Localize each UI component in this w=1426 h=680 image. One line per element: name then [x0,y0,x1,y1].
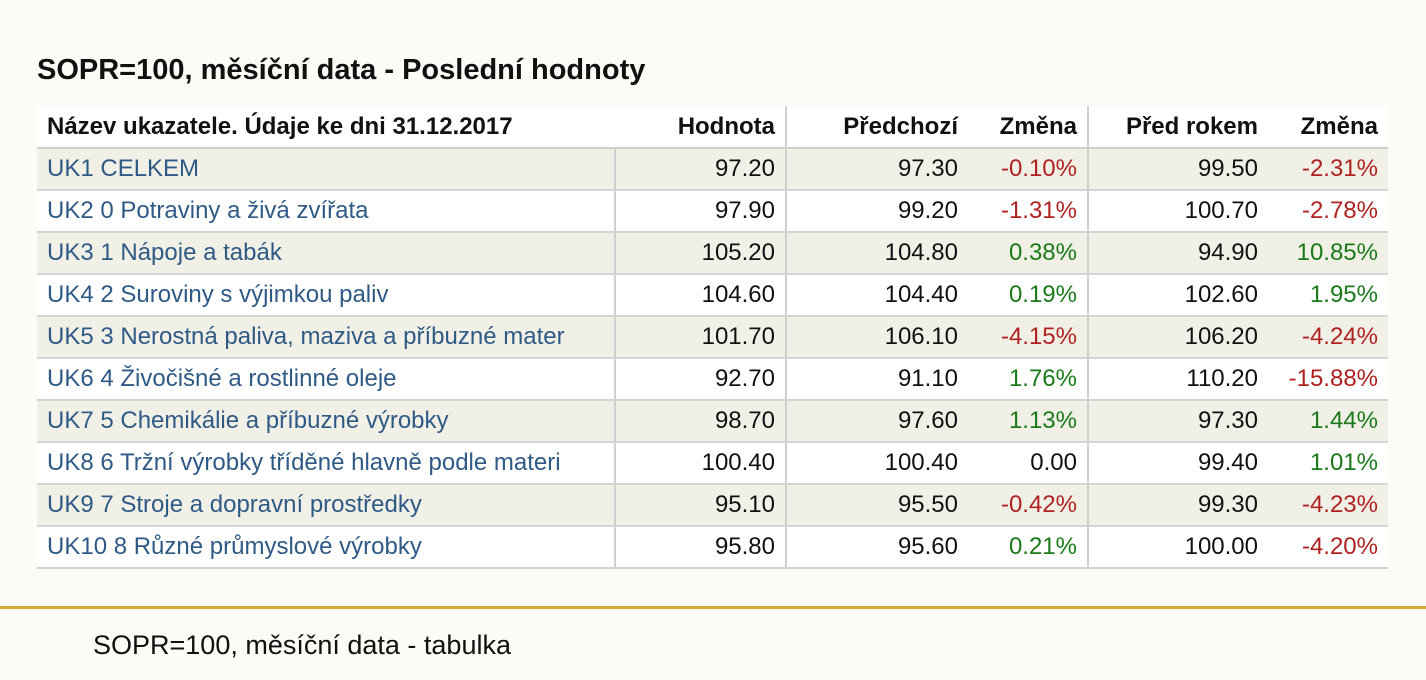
cell-previous: 104.40 [786,274,968,317]
cell-value: 98.70 [615,400,787,443]
indicator-link[interactable]: UK10 8 Různé průmyslové výrobky [47,533,422,560]
cell-indicator: UK1 CELKEM [37,148,616,191]
header-value: Hodnota [615,106,787,149]
indicator-table: Název ukazatele. Údaje ke dni 31.12.2017… [37,106,1388,569]
cell-change-year: -15.88% [1268,358,1388,401]
header-change-year: Změna [1268,106,1388,149]
cell-change: 0.19% [968,274,1089,317]
table-row: UK4 2 Suroviny s výjimkou paliv 104.60 104… [37,274,1388,317]
cell-change: -4.15% [968,316,1089,359]
cell-change: 0.00 [968,442,1089,485]
header-name: Název ukazatele. Údaje ke dni 31.12.2017 [37,106,615,149]
cell-previous: 100.40 [786,442,968,485]
cell-change-year: 10.85% [1268,232,1388,275]
cell-indicator: UK3 1 Nápoje a tabák [37,232,616,275]
cell-year-ago: 99.50 [1088,148,1268,191]
table-row: UK2 0 Potraviny a živá zvířata 97.90 99.20… [37,190,1388,233]
header-year-ago: Před rokem [1088,106,1268,149]
cell-year-ago: 100.70 [1088,190,1268,233]
cell-year-ago: 100.00 [1088,526,1268,569]
cell-value: 101.70 [615,316,787,359]
cell-previous: 97.60 [786,400,968,443]
cell-indicator: UK6 4 Živočišné a rostlinné oleje [37,358,616,401]
cell-year-ago: 94.90 [1088,232,1268,275]
cell-indicator: UK10 8 Různé průmyslové výrobky [37,526,616,569]
section-divider [0,606,1426,609]
cell-value: 104.60 [615,274,787,317]
cell-previous: 97.30 [786,148,968,191]
table-body: UK1 CELKEM 97.20 97.30 -0.10% 99.50 -2.31% UK2… [37,148,1388,569]
indicator-link[interactable]: UK7 5 Chemikálie a příbuzné výrobky [47,407,449,434]
indicator-link[interactable]: UK6 4 Živočišné a rostlinné oleje [47,365,397,392]
cell-previous: 95.50 [786,484,968,527]
indicator-link[interactable]: UK4 2 Suroviny s výjimkou paliv [47,281,389,308]
cell-value: 95.10 [615,484,787,527]
cell-previous: 104.80 [786,232,968,275]
cell-change-year: 1.01% [1268,442,1388,485]
cell-indicator: UK4 2 Suroviny s výjimkou paliv [37,274,616,317]
table-row: UK10 8 Různé průmyslové výrobky 95.80 95.6… [37,526,1388,569]
cell-year-ago: 97.30 [1088,400,1268,443]
header-previous: Předchozí [786,106,968,149]
cell-change-year: 1.44% [1268,400,1388,443]
cell-change: 0.21% [968,526,1089,569]
cell-change: -0.10% [968,148,1089,191]
cell-year-ago: 106.20 [1088,316,1268,359]
cell-change-year: -4.23% [1268,484,1388,527]
table-row: UK6 4 Živočišné a rostlinné oleje 92.70 91… [37,358,1388,401]
table-row: UK5 3 Nerostná paliva, maziva a příbuzné… [37,316,1388,359]
cell-change-year: -4.20% [1268,526,1388,569]
header-change: Změna [968,106,1089,149]
cell-change-year: -2.78% [1268,190,1388,233]
table-row: UK3 1 Nápoje a tabák 105.20 104.80 0.38% 94.… [37,232,1388,275]
cell-year-ago: 102.60 [1088,274,1268,317]
cell-previous: 106.10 [786,316,968,359]
cell-value: 97.90 [615,190,787,233]
footer-caption[interactable]: SOPR=100, měsíční data - tabulka [93,630,511,660]
cell-change-year: -4.24% [1268,316,1388,359]
indicator-link[interactable]: UK3 1 Nápoje a tabák [47,239,282,266]
cell-indicator: UK7 5 Chemikálie a příbuzné výrobky [37,400,616,443]
indicator-link[interactable]: UK2 0 Potraviny a živá zvířata [47,197,369,224]
cell-indicator: UK2 0 Potraviny a živá zvířata [37,190,616,233]
cell-change-year: 1.95% [1268,274,1388,317]
table-row: UK8 6 Tržní výrobky tříděné hlavně podle… [37,442,1388,485]
cell-value: 97.20 [615,148,787,191]
cell-year-ago: 99.40 [1088,442,1268,485]
indicator-link[interactable]: UK9 7 Stroje a dopravní prostředky [47,491,422,518]
table-header-row: Název ukazatele. Údaje ke dni 31.12.2017… [37,106,1388,149]
cell-previous: 95.60 [786,526,968,569]
cell-year-ago: 110.20 [1088,358,1268,401]
cell-value: 92.70 [615,358,787,401]
cell-change: 1.76% [968,358,1089,401]
cell-value: 105.20 [615,232,787,275]
cell-year-ago: 99.30 [1088,484,1268,527]
cell-change: -0.42% [968,484,1089,527]
cell-previous: 91.10 [786,358,968,401]
cell-value: 95.80 [615,526,787,569]
cell-indicator: UK5 3 Nerostná paliva, maziva a příbuzné… [37,316,616,359]
indicator-link[interactable]: UK8 6 Tržní výrobky tříděné hlavně podle… [47,449,561,476]
page-title: SOPR=100, měsíční data - Poslední hodnot… [37,54,646,86]
table-row: UK9 7 Stroje a dopravní prostředky 95.10 9… [37,484,1388,527]
cell-change-year: -2.31% [1268,148,1388,191]
cell-change: 1.13% [968,400,1089,443]
cell-indicator: UK8 6 Tržní výrobky tříděné hlavně podle… [37,442,616,485]
table-row: UK7 5 Chemikálie a příbuzné výrobky 98.70… [37,400,1388,443]
cell-change: -1.31% [968,190,1089,233]
cell-previous: 99.20 [786,190,968,233]
cell-change: 0.38% [968,232,1089,275]
table-row: UK1 CELKEM 97.20 97.30 -0.10% 99.50 -2.31% [37,148,1388,191]
indicator-link[interactable]: UK5 3 Nerostná paliva, maziva a příbuzné… [47,323,565,350]
indicator-link[interactable]: UK1 CELKEM [47,155,200,182]
cell-value: 100.40 [615,442,787,485]
cell-indicator: UK9 7 Stroje a dopravní prostředky [37,484,616,527]
